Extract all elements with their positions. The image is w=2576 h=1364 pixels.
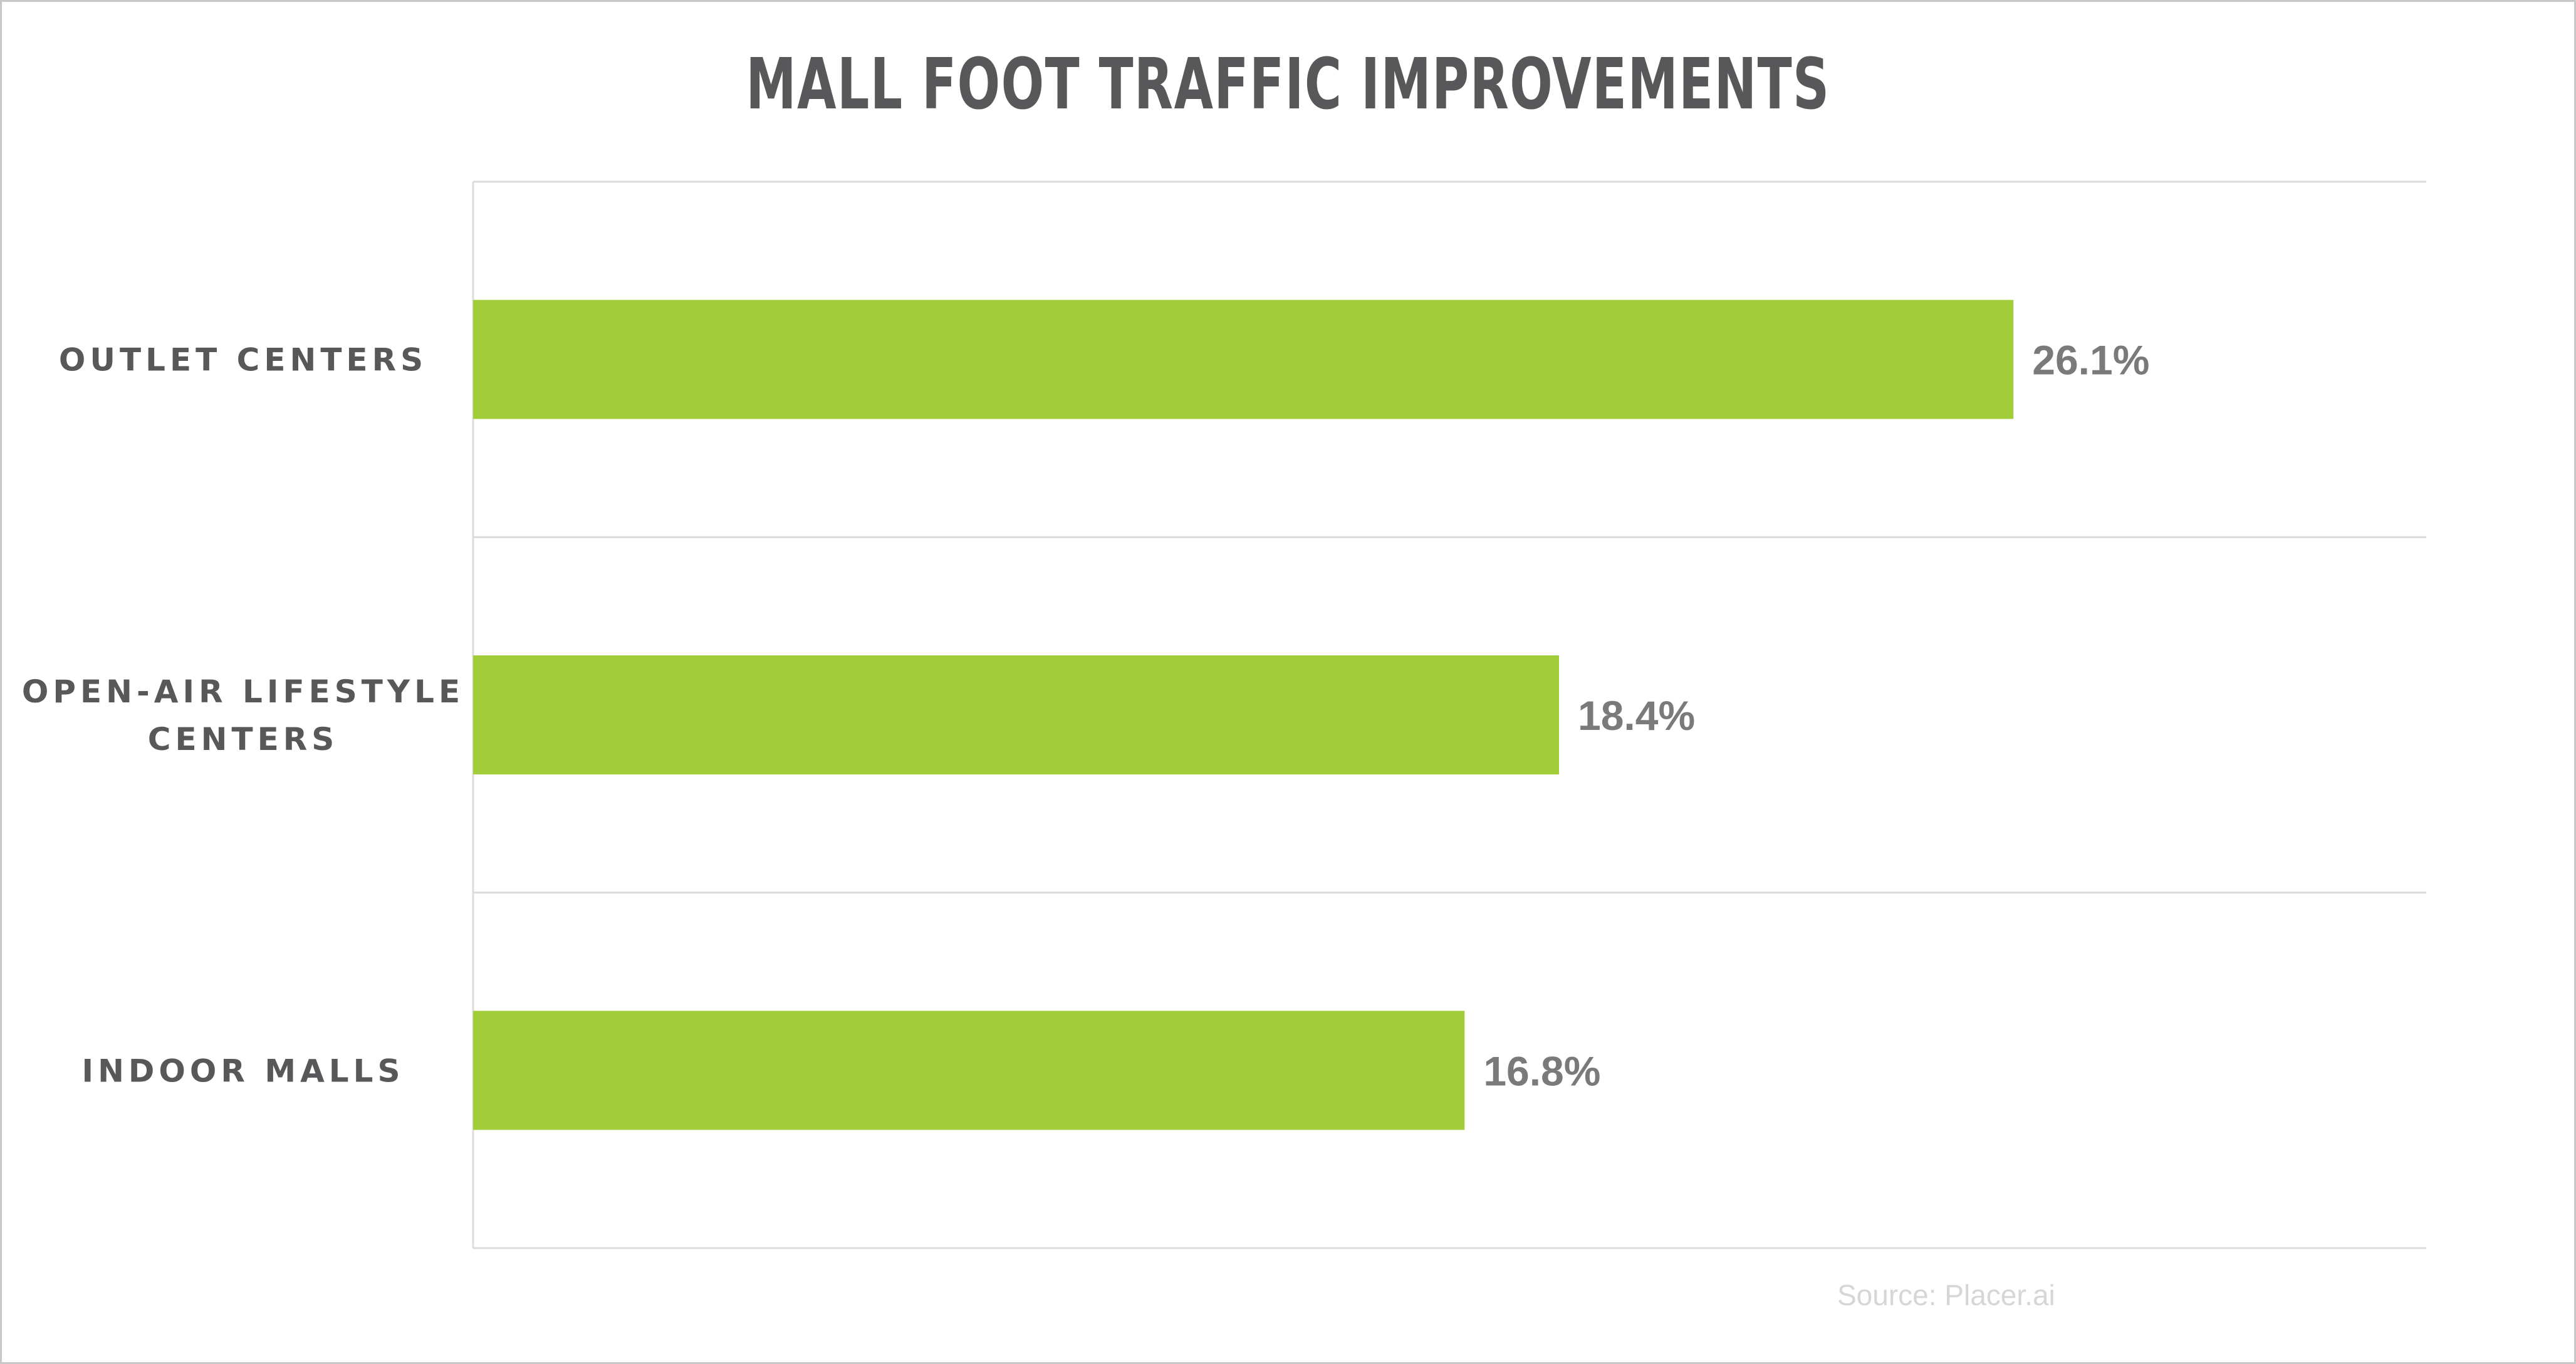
source-note: Source: Placer.ai xyxy=(1837,1279,2055,1311)
bar-value-label: 16.8% xyxy=(1483,1048,1600,1094)
category-label: OPEN-AIR LIFESTYLE xyxy=(22,674,464,710)
label-layer: 26.1% OUTLET CENTERS 18.4% OPEN-AIR LIFESTY… xyxy=(22,337,2149,1095)
category-label: INDOOR MALLS xyxy=(81,1053,404,1089)
bar xyxy=(473,655,1560,774)
bar xyxy=(473,1011,1465,1130)
chart-title: MALL FOOT TRAFFIC IMPROVEMENTS xyxy=(746,44,1830,125)
bar-layer xyxy=(473,299,2014,1130)
category-label: OUTLET CENTERS xyxy=(59,342,427,378)
category-label: CENTERS xyxy=(148,721,338,757)
bar-value-label: 26.1% xyxy=(2032,337,2149,383)
bar-value-label: 18.4% xyxy=(1578,692,1695,739)
bar xyxy=(473,299,2014,419)
